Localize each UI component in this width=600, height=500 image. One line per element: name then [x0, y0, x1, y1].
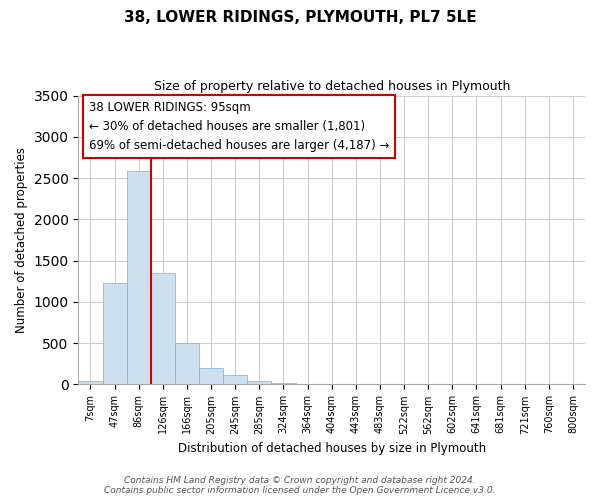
Bar [103, 283, 127, 384]
Bar [79, 380, 103, 384]
X-axis label: Distribution of detached houses by size in Plymouth: Distribution of detached houses by size … [178, 442, 486, 455]
Title: Size of property relative to detached houses in Plymouth: Size of property relative to detached ho… [154, 80, 510, 93]
Bar [127, 170, 151, 384]
Bar [151, 273, 175, 384]
Bar [247, 380, 271, 384]
Text: Contains HM Land Registry data © Crown copyright and database right 2024.
Contai: Contains HM Land Registry data © Crown c… [104, 476, 496, 495]
Bar [175, 343, 199, 384]
Y-axis label: Number of detached properties: Number of detached properties [15, 147, 28, 333]
Bar [199, 368, 223, 384]
Bar [271, 383, 296, 384]
Text: 38, LOWER RIDINGS, PLYMOUTH, PL7 5LE: 38, LOWER RIDINGS, PLYMOUTH, PL7 5LE [124, 10, 476, 25]
Bar [223, 376, 247, 384]
Text: 38 LOWER RIDINGS: 95sqm
← 30% of detached houses are smaller (1,801)
69% of semi: 38 LOWER RIDINGS: 95sqm ← 30% of detache… [89, 102, 389, 152]
